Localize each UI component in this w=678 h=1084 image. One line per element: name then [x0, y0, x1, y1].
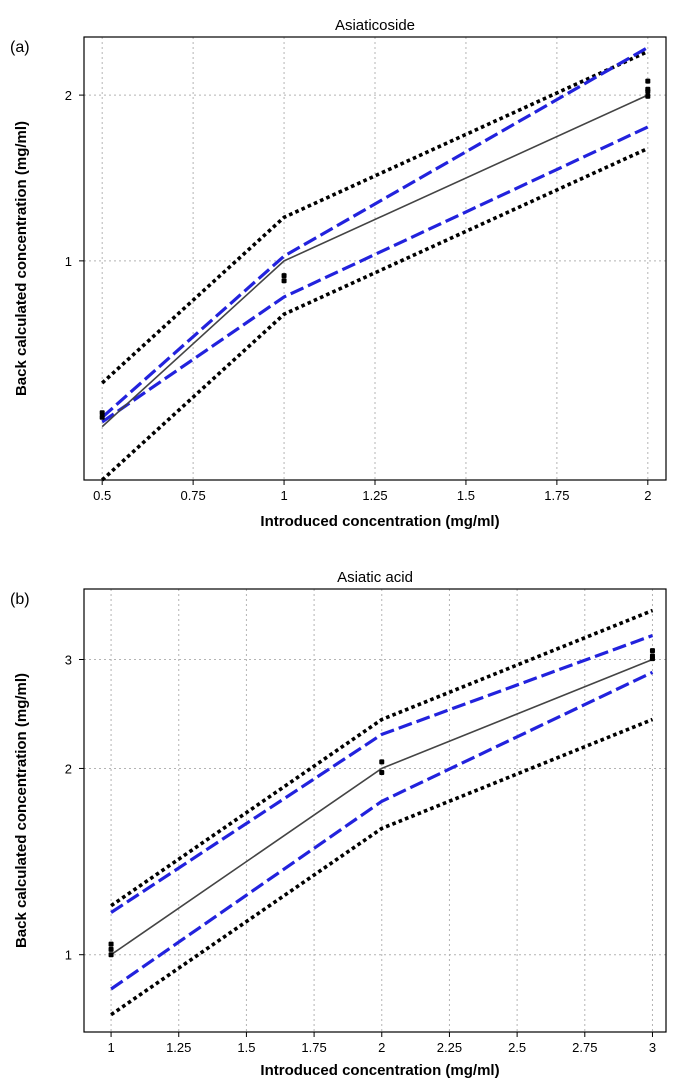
x-tick-label: 1.75: [301, 1040, 326, 1055]
x-tick-label: 1.25: [166, 1040, 191, 1055]
x-tick-label: 1.25: [362, 488, 387, 503]
y-tick-label: 1: [65, 254, 72, 269]
y-tick-label: 1: [65, 948, 72, 963]
x-tick-label: 0.5: [93, 488, 111, 503]
y-axis-title: Back calculated concentration (mg/ml): [13, 121, 30, 396]
x-tick-label: 2.5: [508, 1040, 526, 1055]
panel-label: (a): [10, 39, 30, 56]
chart-panel-b: (b) Asiatic acid 1 1.25 1.5 1.75 2 2.25 2.5 2.75 3…: [10, 569, 666, 1079]
data-point: [109, 952, 114, 957]
x-axis-title: Introduced concentration (mg/ml): [260, 513, 499, 530]
data-point: [282, 273, 287, 278]
x-tick-label: 2: [644, 488, 651, 503]
x-tick-label: 2.25: [437, 1040, 462, 1055]
data-point: [100, 415, 105, 420]
data-point: [645, 79, 650, 84]
x-tick-label: 0.75: [180, 488, 205, 503]
data-point: [650, 653, 655, 658]
x-axis-title: Introduced concentration (mg/ml): [260, 1062, 499, 1079]
plot-frame: [84, 589, 666, 1032]
y-tick-label: 3: [65, 652, 72, 667]
data-point: [109, 942, 114, 947]
y-axis-title: Back calculated concentration (mg/ml): [13, 673, 30, 948]
y-tick-label: 2: [65, 761, 72, 776]
x-tick-label: 3: [649, 1040, 656, 1055]
x-tick-label: 2.75: [572, 1040, 597, 1055]
y-tick-label: 2: [65, 88, 72, 103]
data-point: [282, 278, 287, 283]
grid: [84, 589, 666, 1032]
grid: [84, 37, 666, 480]
x-tick-label: 1.5: [237, 1040, 255, 1055]
data-point: [645, 94, 650, 99]
data-point: [645, 87, 650, 92]
chart-title: Asiatic acid: [337, 569, 413, 586]
data-point: [379, 770, 384, 775]
chart-title: Asiaticoside: [335, 17, 415, 34]
chart-panel-a: (a) Asiaticoside 0.5 0.75 1 1.25 1.5 1.75 2 1 2 Int…: [10, 17, 666, 530]
data-point: [379, 759, 384, 764]
panel-label: (b): [10, 591, 30, 608]
data-point: [650, 648, 655, 653]
x-tick-label: 1: [280, 488, 287, 503]
x-tick-label: 2: [378, 1040, 385, 1055]
x-tick-label: 1: [107, 1040, 114, 1055]
x-tick-label: 1.75: [544, 488, 569, 503]
x-tick-label: 1.5: [457, 488, 475, 503]
data-point: [109, 947, 114, 952]
data-point: [100, 410, 105, 415]
